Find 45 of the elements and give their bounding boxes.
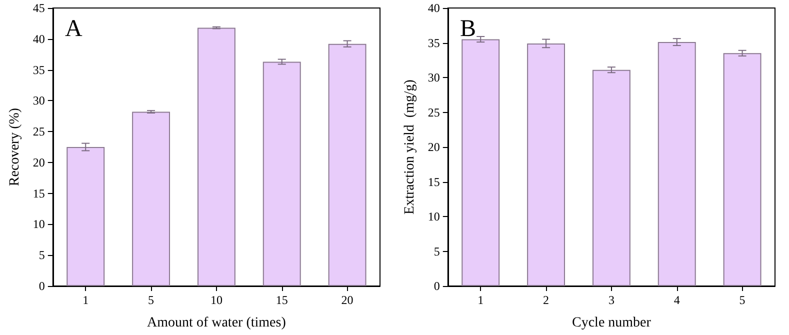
y-tick-label: 25	[428, 105, 440, 120]
x-tick-label: 4	[674, 293, 680, 307]
y-tick-label: 30	[32, 94, 45, 108]
x-tick-label: 3	[608, 293, 614, 307]
bar	[592, 70, 630, 286]
y-tick-label: 35	[32, 62, 45, 77]
y-axis-title: Extraction yield (mg/g)	[402, 79, 418, 214]
x-axis-title: Amount of water (times)	[147, 316, 286, 330]
bar	[723, 53, 762, 286]
y-tick-label: 5	[38, 248, 45, 262]
y-tick-label: 35	[428, 36, 440, 50]
y-tick-label: 40	[428, 1, 440, 15]
y-axis-title: Recovery (%)	[8, 108, 22, 186]
bar	[66, 147, 105, 286]
y-tick-label: 45	[32, 1, 45, 15]
bar	[132, 112, 170, 286]
chart-title: A	[65, 16, 83, 42]
bar	[262, 62, 301, 286]
x-axis-title: Cycle number	[572, 316, 652, 330]
y-tick-label: 5	[434, 244, 440, 258]
x-tick-label: 10	[210, 293, 222, 307]
y-tick-label: 40	[32, 32, 45, 46]
bar	[658, 42, 696, 286]
x-tick-label: 1	[82, 293, 89, 307]
chart-title: B	[460, 16, 476, 42]
y-tick-label: 0	[434, 279, 440, 293]
x-tick-label: 5	[148, 293, 154, 307]
bar	[462, 39, 500, 286]
x-tick-label: 20	[341, 293, 354, 307]
bar	[527, 43, 565, 286]
y-tick-label: 30	[428, 70, 440, 84]
bar	[197, 28, 236, 286]
x-tick-label: 2	[543, 293, 550, 307]
y-tick-label: 0	[38, 279, 45, 293]
y-tick-label: 10	[428, 210, 440, 224]
y-tick-label: 10	[32, 217, 45, 232]
y-tick-label: 15	[32, 186, 45, 200]
y-tick-label: 20	[32, 155, 45, 170]
bar	[328, 44, 366, 286]
y-tick-label: 20	[428, 140, 440, 154]
x-tick-label: 5	[739, 293, 746, 307]
x-tick-label: 1	[478, 293, 484, 307]
y-tick-label: 15	[428, 174, 440, 189]
x-tick-label: 15	[276, 293, 288, 307]
y-tick-label: 25	[32, 124, 45, 139]
